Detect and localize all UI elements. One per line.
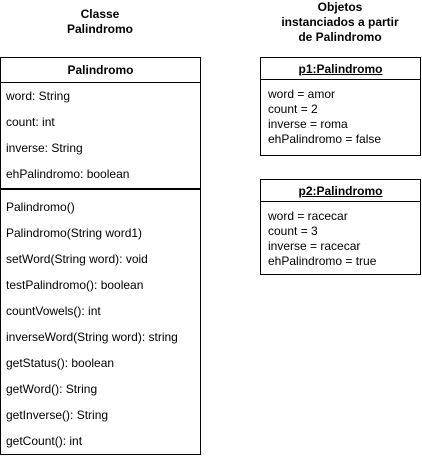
object-field: ehPalindromo = false [268,132,382,146]
object-field: count = 3 [268,224,318,238]
class-heading: Classe Palindromo [40,7,160,37]
object-field: count = 2 [268,102,318,116]
method-row: inverseWord(String word): string [6,330,178,344]
attribute-row: inverse: String [6,141,83,155]
objects-heading-line-2: instanciados a partir [281,15,399,29]
method-row: Palindromo(String word1) [6,226,143,240]
object-field: word = amor [268,87,336,101]
method-row: Palindromo() [6,200,75,214]
object-field: ehPalindromo = true [268,254,377,268]
object-box-p1[interactable]: p1:Palindromo word = amor count = 2 inve… [260,57,421,156]
class-heading-line-1: Classe [80,7,120,21]
object-field: word = racecar [268,209,348,223]
method-row: countVowels(): int [6,304,101,318]
attribute-row: ehPalindromo: boolean [6,167,130,181]
method-row: getStatus(): boolean [6,356,115,370]
class-name: Palindromo [1,58,200,83]
method-row: getCount(): int [6,434,83,448]
object-fields: word = racecar count = 3 inverse = racec… [261,202,420,269]
object-field: inverse = roma [268,117,348,131]
method-row: setWord(String word): void [6,252,148,266]
attributes-section: word: String count: int inverse: String … [1,83,200,190]
method-row: testPalindromo(): boolean [6,278,144,292]
object-fields: word = amor count = 2 inverse = roma ehP… [261,80,420,147]
objects-heading: Objetos instanciados a partir de Palindr… [258,0,422,45]
class-heading-line-2: Palindromo [66,22,133,36]
uml-class-box[interactable]: Palindromo word: String count: int inver… [0,57,201,455]
object-field: inverse = racecar [268,239,361,253]
method-row: getInverse(): String [6,408,109,422]
objects-heading-line-3: de Palindromo [298,30,382,44]
object-title: p1:Palindromo [261,58,420,80]
method-row: getWord(): String [6,382,98,396]
objects-heading-line-1: Objetos [317,0,363,14]
attribute-row: count: int [6,115,55,129]
object-box-p2[interactable]: p2:Palindromo word = racecar count = 3 i… [260,179,421,275]
object-title: p2:Palindromo [261,180,420,202]
methods-section: Palindromo() Palindromo(String word1) se… [1,190,200,454]
attribute-row: word: String [6,89,71,103]
